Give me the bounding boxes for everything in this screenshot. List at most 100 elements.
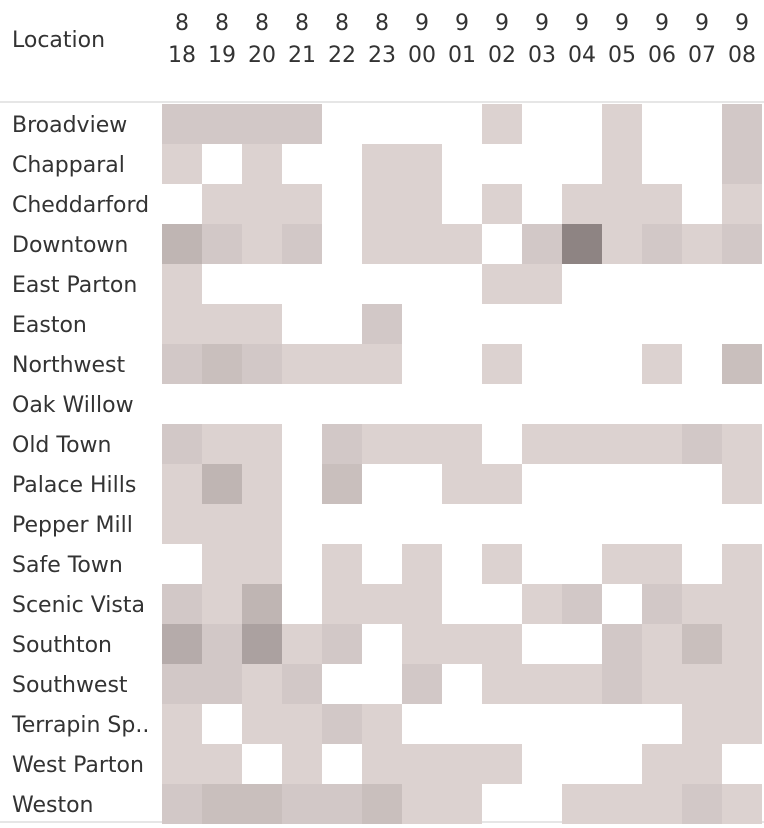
- heatmap-cell: [282, 344, 322, 384]
- heatmap-cell: [322, 584, 362, 624]
- heatmap-cell: [562, 664, 602, 704]
- column-label-bottom: 08: [728, 43, 756, 68]
- heatmap-cell: [682, 624, 722, 664]
- heatmap-cell: [242, 184, 282, 224]
- heatmap-cell: [522, 424, 562, 464]
- heatmap-cell: [482, 184, 522, 224]
- heatmap-cell: [202, 584, 242, 624]
- heatmap-cell: [202, 624, 242, 664]
- heatmap-cell: [722, 184, 762, 224]
- heatmap-cell: [202, 464, 242, 504]
- heatmap-cell: [242, 624, 282, 664]
- heatmap-cell: [482, 664, 522, 704]
- heatmap-cell: [162, 304, 202, 344]
- heatmap-cell: [562, 184, 602, 224]
- heatmap-cell: [562, 584, 602, 624]
- row-label: East Parton: [12, 273, 137, 298]
- column-label-bottom: 01: [448, 43, 476, 68]
- heatmap-cell: [402, 624, 442, 664]
- row-label: Terrapin Sp..: [11, 713, 149, 738]
- heatmap-cell: [642, 744, 682, 784]
- heatmap-cell: [602, 104, 642, 144]
- heatmap-cell: [722, 104, 762, 144]
- row-label: West Parton: [12, 753, 144, 778]
- heatmap-cell: [242, 504, 282, 544]
- heatmap-cell: [682, 424, 722, 464]
- column-label-bottom: 03: [528, 43, 556, 68]
- heatmap-cell: [162, 464, 202, 504]
- heatmap-cell: [482, 464, 522, 504]
- row-label: Northwest: [12, 353, 126, 378]
- heatmap-cell: [402, 744, 442, 784]
- heatmap-cell: [322, 424, 362, 464]
- heatmap-cell: [162, 704, 202, 744]
- heatmap-cell: [522, 584, 562, 624]
- row-header-label: Location: [12, 28, 105, 53]
- heatmap-cell: [482, 544, 522, 584]
- heatmap-cell: [602, 184, 642, 224]
- heatmap-cell: [282, 784, 322, 824]
- heatmap-cell: [242, 144, 282, 184]
- heatmap-cell: [402, 664, 442, 704]
- heatmap-cell: [322, 784, 362, 824]
- heatmap-cell: [722, 784, 762, 824]
- heatmap-cell: [362, 184, 402, 224]
- row-label: Old Town: [12, 433, 111, 458]
- row-label: Chapparal: [12, 153, 125, 178]
- heatmap-cell: [722, 464, 762, 504]
- column-label-bottom: 02: [488, 43, 516, 68]
- heatmap-cell: [322, 344, 362, 384]
- heatmap-cell: [322, 624, 362, 664]
- heatmap-cell: [402, 544, 442, 584]
- heatmap-cell: [242, 784, 282, 824]
- column-label-top: 9: [735, 11, 749, 36]
- heatmap-cell: [282, 184, 322, 224]
- heatmap-cell: [482, 744, 522, 784]
- heatmap-cell: [602, 224, 642, 264]
- column-label-top: 9: [615, 11, 629, 36]
- heatmap-cell: [162, 664, 202, 704]
- heatmap-cell: [562, 784, 602, 824]
- heatmap-cell: [202, 184, 242, 224]
- heatmap-cell: [282, 704, 322, 744]
- heatmap-cell: [202, 504, 242, 544]
- heatmap-cell: [682, 584, 722, 624]
- heatmap-cell: [602, 784, 642, 824]
- heatmap-cell: [322, 544, 362, 584]
- heatmap-cell: [202, 224, 242, 264]
- heatmap-cell: [162, 424, 202, 464]
- heatmap-cell: [642, 584, 682, 624]
- heatmap-cell: [442, 744, 482, 784]
- heatmap-cell: [362, 304, 402, 344]
- heatmap-cells: [162, 104, 762, 824]
- heatmap-cell: [242, 544, 282, 584]
- heatmap-cell: [362, 704, 402, 744]
- heatmap-cell: [362, 784, 402, 824]
- heatmap-cell: [482, 264, 522, 304]
- column-label-top: 9: [575, 11, 589, 36]
- column-label-top: 8: [215, 11, 229, 36]
- heatmap-cell: [242, 344, 282, 384]
- row-label: Cheddarford: [12, 193, 149, 218]
- heatmap-cell: [562, 224, 602, 264]
- heatmap-cell: [522, 664, 562, 704]
- heatmap-cell: [642, 184, 682, 224]
- heatmap-cell: [642, 664, 682, 704]
- heatmap-cell: [482, 344, 522, 384]
- heatmap-cell: [242, 584, 282, 624]
- column-label-top: 9: [415, 11, 429, 36]
- heatmap-cell: [442, 224, 482, 264]
- heatmap-cell: [722, 344, 762, 384]
- heatmap-cell: [722, 224, 762, 264]
- heatmap-cell: [242, 104, 282, 144]
- row-label: Oak Willow: [12, 393, 134, 418]
- heatmap-cell: [642, 624, 682, 664]
- heatmap-cell: [202, 544, 242, 584]
- heatmap-cell: [402, 584, 442, 624]
- heatmap-cell: [402, 224, 442, 264]
- heatmap-cell: [162, 584, 202, 624]
- heatmap-cell: [162, 624, 202, 664]
- heatmap-cell: [602, 544, 642, 584]
- row-label: Southwest: [12, 673, 128, 698]
